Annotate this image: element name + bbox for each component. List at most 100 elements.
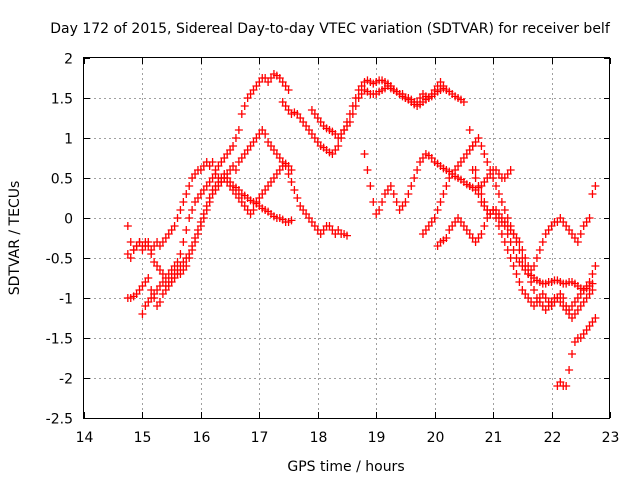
y-tick-label: -1: [59, 292, 73, 308]
data-point: [287, 178, 296, 186]
data-point: [144, 274, 153, 282]
y-tick-label: -2: [59, 372, 73, 388]
y-tick-label: 0: [64, 212, 73, 228]
data-point: [430, 214, 439, 222]
data-point: [468, 142, 477, 150]
data-point: [465, 126, 474, 134]
data-point: [345, 118, 354, 126]
data-point: [188, 242, 197, 250]
data-point: [147, 250, 156, 258]
data-point: [179, 198, 188, 206]
data-point: [199, 210, 208, 218]
data-point: [562, 382, 571, 390]
y-axis-label: SDTVAR / TECUs: [7, 181, 23, 296]
data-point: [500, 238, 509, 246]
data-point: [231, 166, 240, 174]
y-tick-label: 0.5: [51, 172, 73, 188]
data-point: [492, 182, 501, 190]
data-point: [442, 234, 451, 242]
data-point: [123, 222, 132, 230]
data-point: [334, 142, 343, 150]
data-point: [532, 254, 541, 262]
data-point: [474, 134, 483, 142]
x-tick-label: 23: [602, 430, 620, 446]
data-point: [284, 86, 293, 94]
data-point: [378, 198, 387, 206]
series-arc-4: [123, 126, 351, 282]
x-tick-label: 15: [134, 430, 152, 446]
data-points: [123, 70, 600, 390]
data-point: [229, 142, 238, 150]
data-point: [176, 250, 185, 258]
data-point: [591, 262, 600, 270]
data-point: [489, 206, 498, 214]
data-point: [290, 186, 299, 194]
data-point: [369, 198, 378, 206]
data-point: [182, 190, 191, 198]
data-point: [588, 270, 597, 278]
x-tick-label: 17: [251, 430, 269, 446]
data-point: [515, 278, 524, 286]
data-point: [483, 158, 492, 166]
data-point: [410, 174, 419, 182]
data-point: [530, 286, 539, 294]
data-point: [494, 222, 503, 230]
y-tick-label: -0.5: [46, 252, 73, 268]
data-point: [509, 262, 518, 270]
x-tick-label: 20: [427, 430, 445, 446]
x-axis-label: GPS time / hours: [287, 459, 404, 475]
data-point: [486, 166, 495, 174]
data-point: [234, 126, 243, 134]
data-point: [179, 238, 188, 246]
data-point: [480, 222, 489, 230]
x-tick-label: 19: [368, 430, 386, 446]
data-point: [439, 190, 448, 198]
data-point: [261, 130, 270, 138]
data-point: [497, 230, 506, 238]
data-point: [188, 206, 197, 214]
data-point: [489, 174, 498, 182]
data-point: [538, 238, 547, 246]
data-point: [442, 182, 451, 190]
y-tick-label: 2: [64, 52, 73, 68]
chart-title: Day 172 of 2015, Sidereal Day-to-day VTE…: [50, 21, 611, 37]
data-point: [182, 226, 191, 234]
data-point: [500, 206, 509, 214]
data-point: [433, 206, 442, 214]
series-arc-5: [123, 159, 296, 310]
series-arc-9: [433, 206, 597, 294]
data-point: [494, 190, 503, 198]
data-point: [459, 98, 468, 106]
data-point: [518, 246, 527, 254]
data-point: [565, 366, 574, 374]
x-tick-label: 16: [193, 430, 211, 446]
data-point: [568, 350, 577, 358]
data-point: [191, 234, 200, 242]
data-point: [138, 310, 147, 318]
data-point: [559, 294, 568, 302]
data-point: [293, 194, 302, 202]
data-point: [231, 134, 240, 142]
data-point: [126, 238, 135, 246]
y-tick-label: -2.5: [46, 412, 73, 428]
data-point: [202, 202, 211, 210]
data-point: [287, 216, 296, 225]
data-point: [185, 182, 194, 190]
data-point: [193, 226, 202, 234]
data-point: [401, 198, 410, 206]
data-point: [512, 270, 521, 278]
data-point: [185, 214, 194, 222]
data-point: [515, 238, 524, 246]
data-point: [126, 254, 135, 262]
data-point: [208, 158, 217, 166]
plot-frame: [83, 57, 610, 419]
data-point: [576, 230, 585, 238]
series-arc-12: [553, 314, 600, 390]
data-point: [413, 166, 422, 174]
x-tick-label: 21: [485, 430, 503, 446]
y-tick-label: 1.5: [51, 92, 73, 108]
data-point: [480, 198, 489, 206]
data-point: [351, 102, 360, 110]
data-point: [521, 254, 530, 262]
data-point: [392, 198, 401, 206]
